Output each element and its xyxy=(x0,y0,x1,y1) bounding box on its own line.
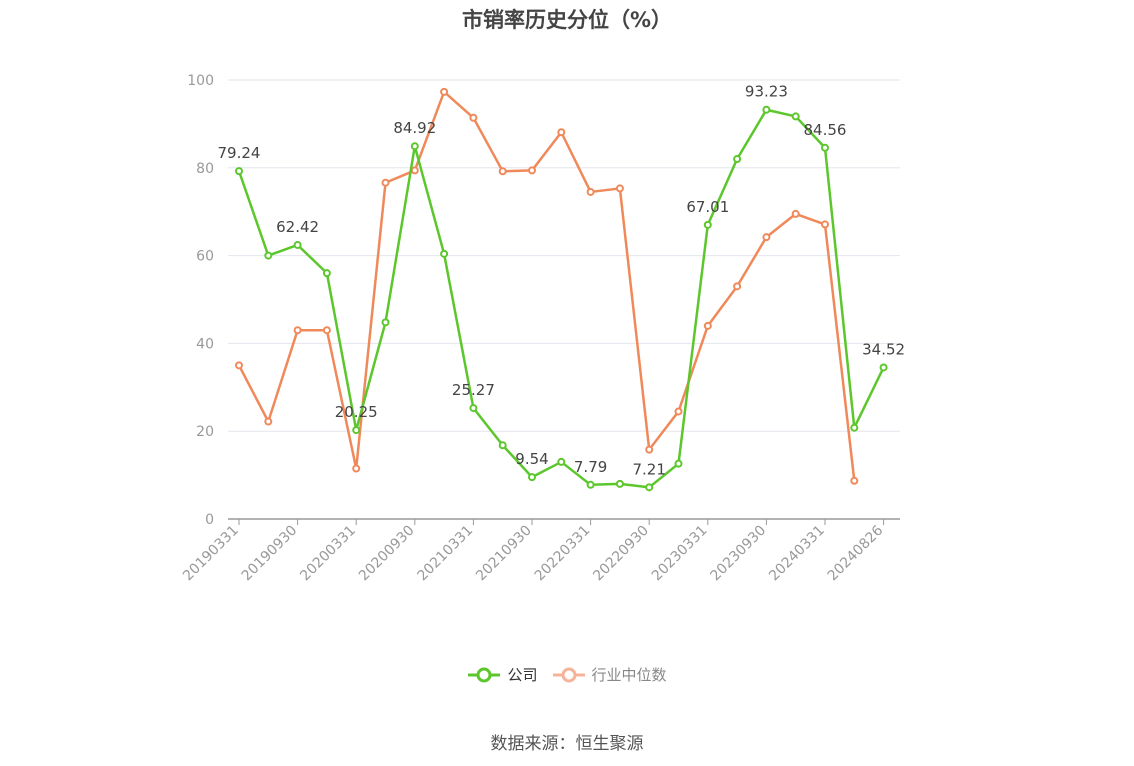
point-company-14 xyxy=(645,483,654,492)
point-company-3 xyxy=(322,269,331,278)
point-company-8 xyxy=(469,404,478,413)
point-industry-10 xyxy=(528,166,536,175)
x-tick-label-8: 20230331 xyxy=(649,523,711,585)
data-label-company-16: 67.01 xyxy=(686,198,729,216)
y-tick-label-20: 20 xyxy=(196,424,214,440)
legend-company-marker-icon xyxy=(468,667,501,682)
point-company-19 xyxy=(791,112,800,121)
point-company-20 xyxy=(821,143,829,152)
point-company-13 xyxy=(615,479,624,488)
point-company-10 xyxy=(528,473,536,482)
legend-label-industry: 行业中位数 xyxy=(591,666,667,684)
data-label-company-8: 25.27 xyxy=(452,381,495,399)
legend-item-company[interactable]: 公司 xyxy=(467,664,538,685)
point-company-7 xyxy=(440,249,449,258)
point-industry-20 xyxy=(821,220,829,229)
x-tick-label-0: 20190331 xyxy=(180,523,242,585)
point-industry-15 xyxy=(674,407,683,416)
series-industry xyxy=(235,87,859,485)
point-industry-9 xyxy=(498,167,507,176)
point-industry-14 xyxy=(645,445,654,454)
y-tick-label-0: 0 xyxy=(205,512,214,528)
point-industry-5 xyxy=(381,178,390,187)
data-label-company-18: 93.23 xyxy=(745,83,788,101)
data-label-company-20: 84.56 xyxy=(804,121,847,139)
data-label-company-10: 9.54 xyxy=(515,450,548,468)
point-industry-7 xyxy=(440,87,449,96)
x-axis xyxy=(228,518,900,525)
point-company-9 xyxy=(498,441,507,450)
x-tick-label-9: 20230930 xyxy=(708,523,770,585)
legend: 公司 行业中位数 xyxy=(0,664,1134,685)
x-tick-label-3: 20200930 xyxy=(356,523,418,585)
point-industry-4 xyxy=(352,464,361,473)
point-company-15 xyxy=(674,459,683,468)
chart-title: 市销率历史分位（%） xyxy=(461,8,673,32)
y-tick-label-40: 40 xyxy=(196,336,214,352)
data-label-company-6: 84.92 xyxy=(393,119,436,137)
point-company-17 xyxy=(733,155,742,164)
point-company-2 xyxy=(293,240,302,249)
x-tick-label-7: 20220930 xyxy=(590,523,652,585)
point-industry-16 xyxy=(703,321,712,330)
data-label-company-14: 7.21 xyxy=(632,460,665,478)
point-company-21 xyxy=(850,423,859,432)
x-tick-label-11: 20240826 xyxy=(825,522,887,584)
data-label-company-2: 62.42 xyxy=(276,218,319,236)
point-industry-19 xyxy=(791,209,800,218)
series-layer xyxy=(235,87,888,492)
point-company-4 xyxy=(352,426,361,435)
point-industry-17 xyxy=(733,282,742,291)
point-company-18 xyxy=(762,105,771,114)
point-company-16 xyxy=(703,220,712,229)
point-industry-8 xyxy=(469,113,478,122)
series-line-industry xyxy=(237,90,856,481)
x-tick-label-5: 20210930 xyxy=(473,523,535,585)
point-company-0 xyxy=(235,167,243,176)
point-industry-3 xyxy=(322,326,331,335)
x-axis-tick-labels: 2019033120190930202003312020093020210331… xyxy=(180,522,886,584)
point-industry-18 xyxy=(762,233,771,242)
point-company-22 xyxy=(879,363,888,372)
source-note: 数据来源：恒生聚源 xyxy=(490,734,644,754)
point-industry-1 xyxy=(264,417,273,426)
point-company-12 xyxy=(586,480,595,489)
data-label-company-12: 7.79 xyxy=(574,458,607,476)
legend-item-industry[interactable]: 行业中位数 xyxy=(552,664,667,685)
data-labels: 79.24 62.42 20.25 84.92 25.27 9.54 7.79 7.21 67.… xyxy=(218,83,906,479)
data-label-company-0: 79.24 xyxy=(218,144,261,162)
y-tick-label-60: 60 xyxy=(196,249,214,265)
y-tick-label-100: 100 xyxy=(187,73,214,89)
point-industry-12 xyxy=(586,187,595,196)
x-tick-label-2: 20200331 xyxy=(297,523,359,585)
legend-industry-marker-icon xyxy=(552,667,585,682)
x-tick-label-4: 20210331 xyxy=(415,523,477,585)
point-industry-6 xyxy=(410,166,419,175)
point-industry-21 xyxy=(850,476,859,485)
series-company xyxy=(235,105,888,492)
x-tick-label-6: 20220331 xyxy=(532,523,594,585)
y-tick-label-80: 80 xyxy=(196,161,214,177)
point-company-6 xyxy=(410,142,419,151)
point-company-11 xyxy=(557,457,566,466)
data-label-company-4: 20.25 xyxy=(335,403,378,421)
x-tick-label-1: 20190930 xyxy=(239,523,301,585)
point-company-5 xyxy=(381,318,390,327)
y-axis-tick-labels: 0 20 40 60 80 100 xyxy=(187,73,214,528)
legend-label-company: 公司 xyxy=(507,666,538,684)
point-industry-11 xyxy=(557,128,566,137)
point-industry-0 xyxy=(235,361,243,370)
point-industry-13 xyxy=(615,184,624,193)
point-industry-2 xyxy=(293,326,302,335)
x-tick-label-10: 20240331 xyxy=(766,523,828,585)
data-label-company-22: 34.52 xyxy=(862,340,905,358)
point-company-1 xyxy=(264,251,273,260)
